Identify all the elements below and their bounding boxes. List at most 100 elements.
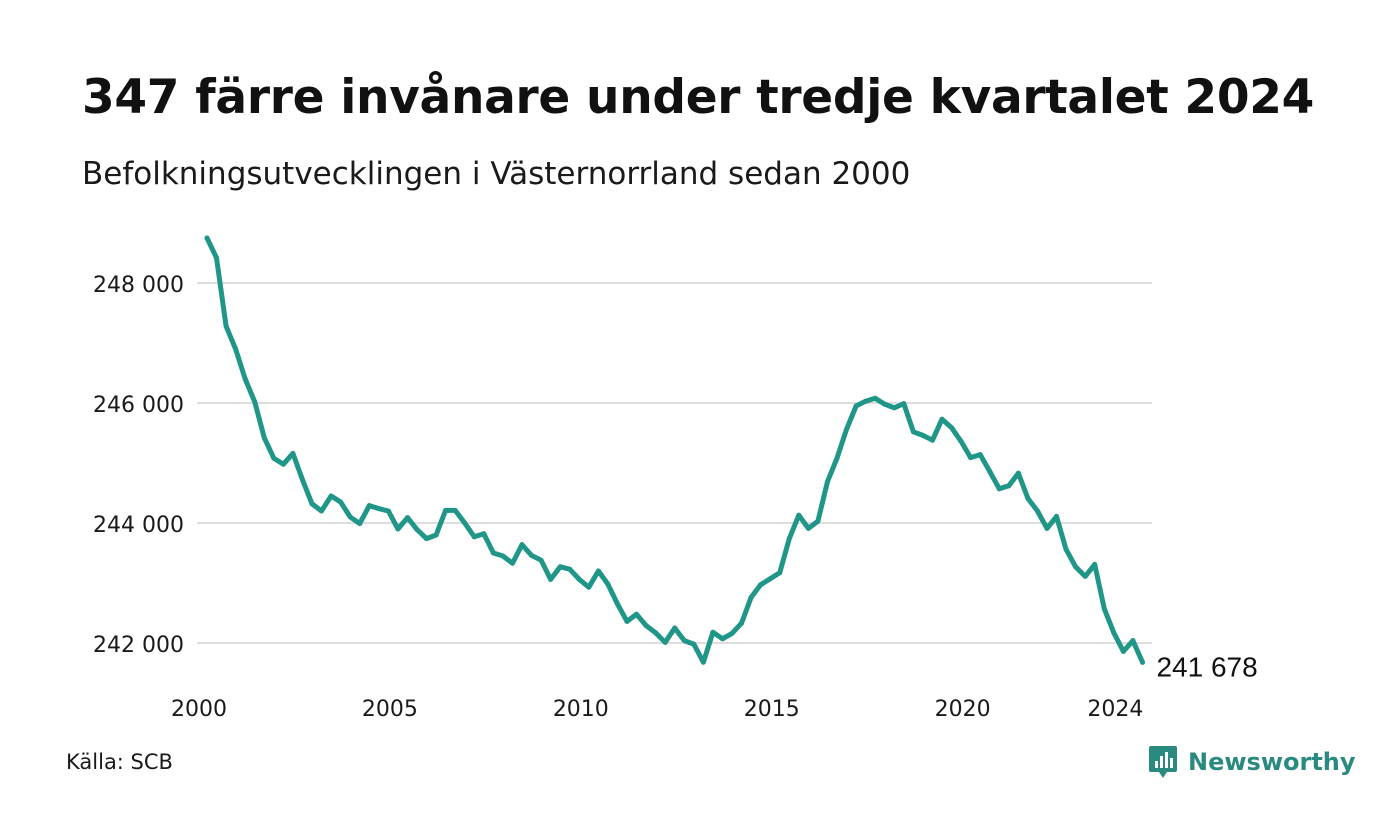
x-tick-label: 2015	[744, 697, 800, 722]
y-tick-label: 244 000	[93, 513, 184, 538]
data-point	[624, 618, 630, 624]
data-point	[700, 659, 706, 665]
data-point	[825, 479, 830, 485]
data-point	[930, 437, 935, 443]
data-point	[548, 576, 554, 582]
x-axis-tick-labels: 2000 2005 2010 2015 2020 2024	[171, 697, 1143, 722]
data-point	[643, 623, 649, 629]
data-point	[729, 630, 735, 636]
data-point	[529, 552, 534, 558]
data-point	[634, 611, 639, 617]
data-point	[805, 525, 811, 531]
chart-title: 347 färre invånare under tredje kvartale…	[82, 70, 1315, 125]
data-point	[500, 553, 506, 559]
data-point	[204, 235, 210, 241]
line-chart: 242 000 244 000 246 000 248 000 2000 2005 201…	[93, 235, 1258, 722]
data-point	[462, 520, 468, 526]
data-point	[471, 534, 477, 540]
x-tick-label: 2000	[171, 697, 227, 722]
data-point	[576, 576, 582, 582]
data-point	[653, 630, 659, 636]
data-point	[347, 514, 353, 520]
data-point	[815, 518, 821, 524]
data-point	[280, 461, 286, 467]
data-point	[567, 566, 573, 572]
data-point	[214, 255, 219, 261]
data-point	[786, 536, 792, 542]
data-point	[1063, 546, 1069, 552]
data-point	[662, 639, 668, 645]
data-point	[328, 493, 334, 499]
data-point	[758, 582, 764, 588]
series-line-population	[204, 235, 1145, 665]
data-point	[748, 594, 754, 600]
data-point	[271, 455, 277, 461]
data-point	[1111, 630, 1117, 636]
chart-subtitle: Befolkningsutvecklingen i Västernorrland…	[82, 156, 911, 192]
data-point	[1015, 470, 1021, 476]
data-point	[452, 507, 458, 513]
data-point	[1035, 508, 1040, 514]
data-point	[834, 455, 840, 461]
data-point	[691, 641, 697, 647]
source-note: Källa: SCB	[66, 750, 173, 774]
data-point	[309, 501, 315, 507]
data-point	[767, 576, 773, 582]
bar-chart-speech-bubble-icon	[1149, 746, 1177, 778]
data-point	[1120, 648, 1126, 654]
x-tick-label: 2005	[362, 697, 418, 722]
data-point	[1082, 573, 1088, 579]
data-point	[1073, 564, 1079, 570]
data-point	[586, 584, 592, 590]
data-point	[853, 403, 859, 409]
data-point	[376, 506, 382, 512]
data-point	[1054, 513, 1059, 519]
data-point	[1130, 638, 1136, 644]
data-point	[901, 401, 907, 407]
data-point	[891, 405, 897, 411]
data-point	[433, 532, 439, 538]
data-point	[1006, 483, 1012, 489]
data-point	[443, 507, 449, 513]
data-point	[1044, 525, 1050, 531]
data-point	[710, 629, 716, 635]
brand-logo: Newsworthy	[1148, 744, 1356, 780]
data-point	[910, 429, 916, 435]
data-point	[357, 521, 363, 527]
x-tick-label: 2010	[553, 697, 609, 722]
gridlines	[197, 282, 1152, 644]
x-tick-label: 2020	[935, 697, 991, 722]
end-value-label: 241 678	[1156, 651, 1257, 682]
data-point	[882, 401, 888, 407]
data-point	[424, 536, 429, 542]
data-point	[538, 557, 544, 563]
data-point	[615, 601, 620, 607]
data-point	[233, 346, 239, 352]
data-point	[672, 625, 678, 631]
brand-name: Newsworthy	[1188, 748, 1356, 776]
data-point	[366, 503, 372, 509]
data-point	[481, 531, 487, 537]
data-point	[1092, 561, 1098, 567]
data-point	[949, 425, 954, 431]
data-point	[385, 508, 391, 514]
data-point	[338, 499, 344, 505]
data-point	[968, 455, 974, 461]
data-point	[1025, 495, 1031, 501]
data-point	[977, 452, 983, 458]
data-point	[557, 564, 563, 570]
data-point	[996, 486, 1002, 492]
data-point	[777, 570, 783, 576]
data-point	[844, 426, 849, 432]
data-point	[863, 398, 869, 404]
data-point	[300, 477, 305, 483]
data-point	[519, 542, 525, 548]
data-point	[414, 527, 420, 533]
y-tick-label: 248 000	[93, 273, 184, 298]
data-point	[405, 515, 410, 521]
data-point	[920, 432, 926, 438]
data-point	[958, 438, 964, 444]
data-points	[204, 235, 1145, 665]
data-point	[1101, 606, 1107, 612]
data-point	[319, 508, 324, 514]
